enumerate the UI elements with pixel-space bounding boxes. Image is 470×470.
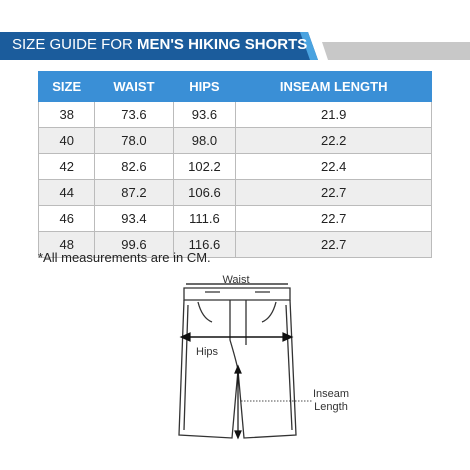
waist-label: Waist [222, 274, 249, 286]
table-cell: 87.2 [94, 179, 174, 206]
table-cell: 48 [37, 231, 96, 258]
table-cell: 82.6 [94, 153, 174, 180]
table-cell: 98.0 [172, 127, 237, 154]
inseam-label: Length [314, 401, 348, 413]
table-cell: 93.6 [172, 101, 237, 128]
table-body: 38 73.6 93.6 21.9 40 78.0 98.0 22.2 42 82.6 102.2 2… [37, 101, 432, 258]
table-cell: 22.2 [235, 127, 432, 154]
table-cell: 38 [37, 101, 96, 128]
table-cell: 116.6 [172, 231, 237, 258]
table-cell: 99.6 [94, 231, 174, 258]
hips-label: Hips [196, 346, 219, 358]
table-cell: 40 [37, 127, 96, 154]
table-cell: 22.7 [235, 205, 432, 232]
arrow-head [234, 430, 242, 440]
banner [0, 32, 470, 60]
table-row: 48 99.6 116.6 22.7 [37, 231, 432, 258]
table-row: 40 78.0 98.0 22.2 [37, 127, 432, 154]
table-cell: 21.9 [235, 101, 432, 128]
shorts-detail [183, 300, 293, 431]
title: SIZE GUIDE FOR MEN'S HIKING SHORTS [12, 36, 307, 53]
table-row: 46 93.4 111.6 22.7 [37, 205, 432, 232]
arrow-head [179, 332, 191, 342]
arrow-head [234, 364, 242, 374]
waistband [183, 287, 291, 301]
size-table: SIZE WAIST HIPS INSEAM LENGTH 38 73.6 93.6 21.… [37, 71, 432, 258]
table-cell: 93.4 [94, 205, 174, 232]
banner-accent [300, 32, 318, 60]
column-header: HIPS [172, 71, 237, 102]
column-header: SIZE [37, 71, 96, 102]
arrow-head [282, 332, 294, 342]
title-emphasis: MEN'S HIKING SHORTS [137, 36, 308, 53]
header-row: SIZE WAIST HIPS INSEAM LENGTH [37, 71, 432, 102]
inseam-label: Inseam [313, 388, 349, 400]
banner-shape [0, 32, 318, 60]
table-cell: 106.6 [172, 179, 237, 206]
column-header: WAIST [94, 71, 174, 102]
title-prefix: SIZE GUIDE FOR [12, 36, 133, 53]
banner-gray [322, 42, 470, 60]
table-cell: 102.2 [172, 153, 237, 180]
note: *All measurements are in CM. [38, 250, 211, 265]
table-cell: 78.0 [94, 127, 174, 154]
table-cell: 22.7 [235, 231, 432, 258]
table-row: 44 87.2 106.6 22.7 [37, 179, 432, 206]
column-header: INSEAM LENGTH [235, 71, 432, 102]
